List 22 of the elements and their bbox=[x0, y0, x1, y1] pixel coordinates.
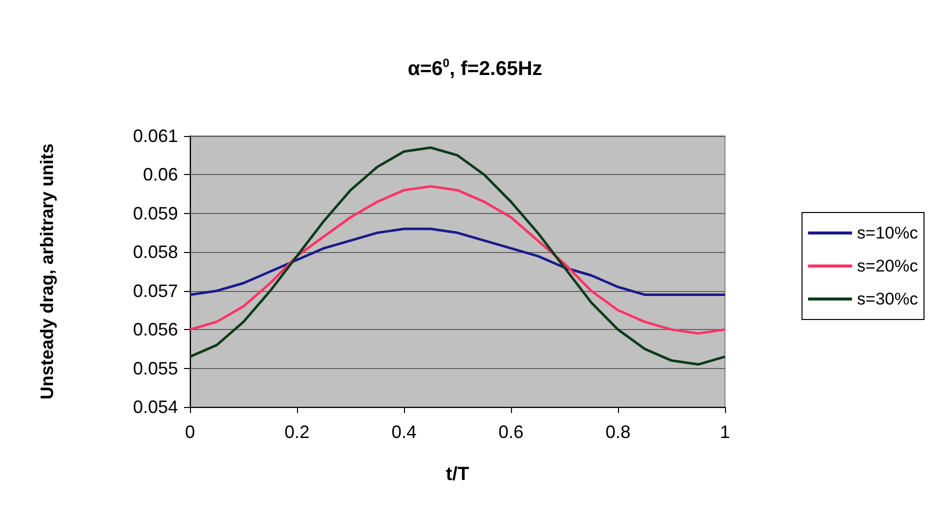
x-tick-label: 0.4 bbox=[391, 422, 417, 442]
legend-label: s=20%c bbox=[857, 256, 918, 276]
line-series bbox=[188, 185, 726, 335]
x-tick-label: 0.6 bbox=[498, 422, 524, 442]
y-tick-label: 0.06 bbox=[142, 164, 178, 185]
legend-label: s=10%c bbox=[857, 224, 918, 242]
y-tick-label: 0.054 bbox=[132, 397, 178, 417]
y-tick-label: 0.056 bbox=[132, 320, 178, 340]
x-tick-label: 0.2 bbox=[284, 422, 310, 442]
x-tick-label: 0.8 bbox=[605, 422, 631, 442]
y-tick-label: 0.055 bbox=[132, 358, 178, 378]
legend-label: s=30%c bbox=[857, 290, 918, 308]
y-tick-label: 0.059 bbox=[132, 203, 178, 224]
line-series bbox=[188, 146, 726, 366]
y-axis-title: Unsteady drag, arbitrary units bbox=[37, 143, 57, 400]
x-tick-label: 1 bbox=[720, 422, 730, 442]
y-tick-label: 0.057 bbox=[132, 280, 178, 301]
y-tick-label: 0.061 bbox=[132, 126, 178, 146]
y-tick-label: 0.058 bbox=[132, 242, 178, 262]
x-tick-label: 0 bbox=[184, 422, 196, 442]
x-axis-title: t/T bbox=[446, 464, 470, 485]
line-series bbox=[188, 228, 726, 296]
